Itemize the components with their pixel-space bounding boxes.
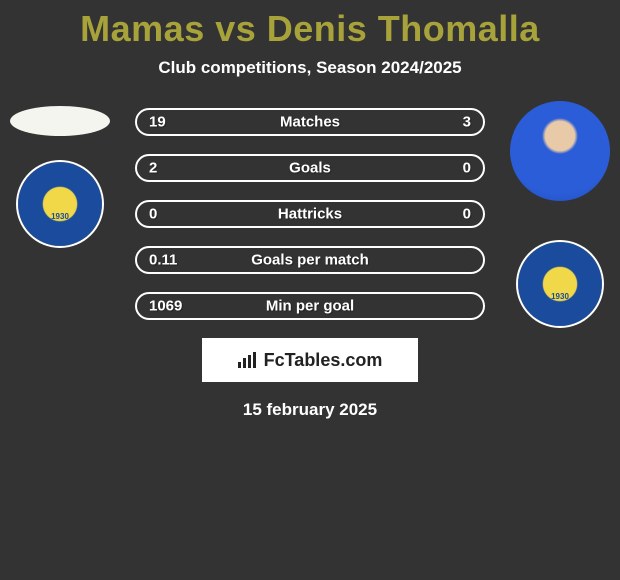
stat-label: Hattricks [278,206,342,223]
stat-value-left: 2 [149,160,157,177]
stat-value-left: 0 [149,206,157,223]
stat-value-left: 0.11 [149,252,177,269]
player-right-club-badge [518,242,602,326]
stat-row: 19 Matches 3 [135,108,485,136]
stat-label: Matches [280,114,340,131]
player-left-club-badge [18,162,102,246]
stat-value-left: 19 [149,114,166,131]
player-left-avatar [10,106,110,136]
chart-icon [238,352,258,368]
stat-value-left: 1069 [149,298,182,315]
stat-row: 0.11 Goals per match [135,246,485,274]
comparison-area: 19 Matches 3 2 Goals 0 0 Hattricks 0 0.11 Goals pe… [0,106,620,420]
stat-row: 0 Hattricks 0 [135,200,485,228]
date-text: 15 february 2025 [0,400,620,420]
stat-label: Goals [289,160,331,177]
stat-value-right: 3 [463,114,471,131]
page-title: Mamas vs Denis Thomalla [0,0,620,50]
stat-row: 1069 Min per goal [135,292,485,320]
stat-row: 2 Goals 0 [135,154,485,182]
stat-value-right: 0 [463,160,471,177]
stat-label: Goals per match [251,252,369,269]
player-right-avatar [510,101,610,201]
stat-label: Min per goal [266,298,354,315]
subtitle: Club competitions, Season 2024/2025 [0,58,620,78]
stat-value-right: 0 [463,206,471,223]
stats-list: 19 Matches 3 2 Goals 0 0 Hattricks 0 0.11 Goals pe… [135,106,485,320]
watermark-text: FcTables.com [264,350,383,371]
watermark: FcTables.com [202,338,418,382]
